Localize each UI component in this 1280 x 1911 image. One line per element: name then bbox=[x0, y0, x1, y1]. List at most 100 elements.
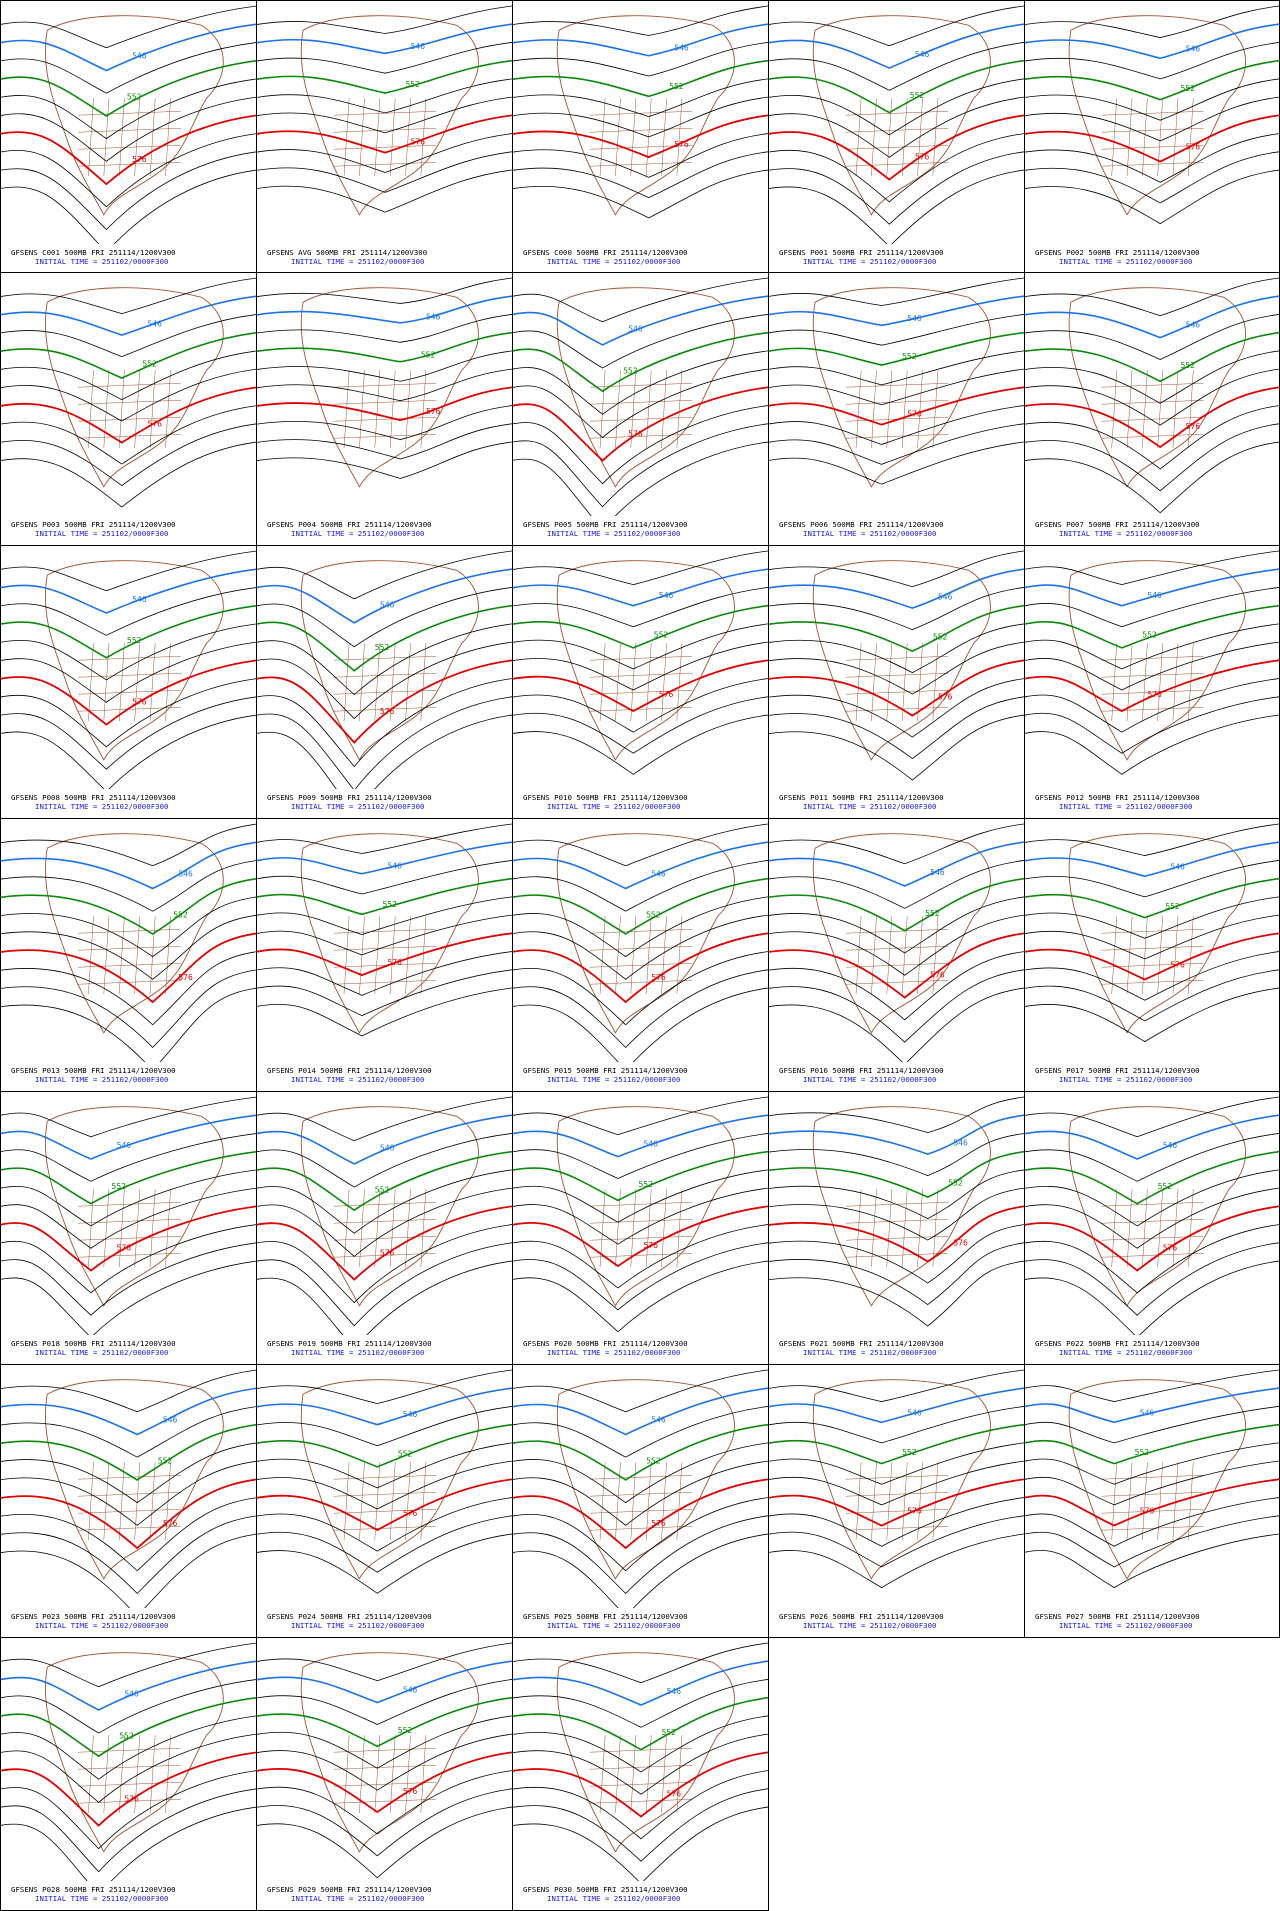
height-contour bbox=[1, 1533, 256, 1608]
border-line bbox=[333, 1508, 437, 1514]
panel-initial-time: INITIAL TIME = 251102/0000F300 bbox=[35, 1075, 169, 1084]
height-contour bbox=[1, 423, 256, 487]
panel-initial-time: INITIAL TIME = 251102/0000F300 bbox=[291, 1075, 425, 1084]
border-line bbox=[661, 370, 667, 448]
contour-label: 576 bbox=[178, 973, 193, 982]
height-contour bbox=[1025, 568, 1279, 607]
height-contour bbox=[1, 587, 256, 636]
height-contour bbox=[257, 896, 512, 935]
contour-label: 546 bbox=[132, 51, 147, 60]
border-line bbox=[1101, 979, 1204, 985]
panel-initial-time: INITIAL TIME = 251102/0000F300 bbox=[803, 257, 937, 266]
height-contour bbox=[1, 841, 256, 890]
height-contour bbox=[1025, 877, 1279, 919]
height-contour bbox=[513, 59, 768, 98]
height-contour bbox=[513, 151, 768, 199]
border-line bbox=[333, 1798, 437, 1804]
height-contour bbox=[257, 277, 512, 304]
height-contour bbox=[257, 823, 512, 854]
height-contour bbox=[257, 295, 512, 324]
border-line bbox=[118, 370, 125, 448]
height-contour bbox=[1025, 114, 1279, 163]
border-line bbox=[871, 370, 877, 448]
border-line bbox=[1101, 433, 1204, 439]
height-contour bbox=[257, 1478, 512, 1532]
height-contour bbox=[769, 696, 1024, 760]
border-line bbox=[88, 370, 94, 448]
border-line bbox=[630, 1735, 637, 1813]
border-line bbox=[359, 643, 365, 721]
border-line bbox=[118, 916, 125, 994]
contour-label: 552 bbox=[902, 352, 917, 361]
height-contour bbox=[1025, 314, 1279, 360]
height-contour bbox=[769, 1205, 1024, 1263]
border-line bbox=[1101, 689, 1204, 695]
height-contour-map: 546 552 576 bbox=[513, 823, 768, 1062]
height-contour bbox=[1025, 1387, 1279, 1424]
height-contour bbox=[513, 5, 768, 36]
border-line bbox=[845, 399, 949, 405]
height-contour-map: 546 552 576 bbox=[257, 277, 512, 488]
panel-caption: GFSENS P016 500MB FRI 251114/1200V300 bbox=[779, 1066, 944, 1075]
height-contour bbox=[769, 1260, 1024, 1327]
border-line bbox=[389, 370, 396, 448]
border-line bbox=[78, 1474, 181, 1480]
border-line bbox=[103, 1189, 110, 1267]
height-contour bbox=[769, 987, 1024, 1062]
height-contour bbox=[257, 151, 512, 193]
height-contour bbox=[1025, 1406, 1279, 1444]
height-contour bbox=[1025, 1423, 1279, 1465]
border-line bbox=[589, 127, 693, 133]
height-contour bbox=[1, 1660, 256, 1711]
contour-label: 552 bbox=[646, 911, 661, 920]
border-line bbox=[333, 1491, 437, 1497]
height-contour bbox=[1, 696, 256, 770]
coastline bbox=[1068, 1106, 1247, 1307]
border-line bbox=[1101, 399, 1204, 405]
border-line bbox=[589, 928, 693, 934]
contour-label: 552 bbox=[127, 636, 142, 645]
ensemble-member-panel: 546 552 576 GFSENS P008 500MB FRI 251114/12… bbox=[0, 546, 257, 819]
border-line bbox=[88, 98, 94, 176]
border-line bbox=[374, 1189, 381, 1267]
height-contour bbox=[1025, 59, 1279, 101]
height-contour bbox=[257, 1660, 512, 1704]
height-contour-map: 546 552 576 bbox=[257, 1096, 512, 1335]
border-line bbox=[343, 1189, 350, 1267]
border-line bbox=[645, 370, 652, 448]
height-contour bbox=[1025, 169, 1279, 225]
contour-label: 576 bbox=[1163, 1243, 1178, 1252]
height-contour-map: 546 552 576 bbox=[1, 1642, 256, 1881]
height-contour bbox=[1, 1205, 256, 1272]
height-contour bbox=[257, 932, 512, 977]
height-contour bbox=[513, 1460, 768, 1526]
height-contour bbox=[1, 641, 256, 703]
border-line bbox=[149, 370, 156, 448]
height-contour bbox=[257, 987, 512, 1037]
height-contour bbox=[769, 1169, 1024, 1220]
height-contour-map: 546 552 576 bbox=[1025, 550, 1279, 775]
border-line bbox=[599, 370, 606, 448]
border-line bbox=[405, 1462, 411, 1540]
border-line bbox=[589, 416, 693, 422]
height-contour bbox=[769, 1096, 1024, 1134]
contour-label: 552 bbox=[112, 1182, 127, 1191]
height-contour bbox=[1025, 1133, 1279, 1182]
height-contour bbox=[1, 951, 256, 1026]
contour-label: 546 bbox=[147, 319, 162, 328]
coastline bbox=[1068, 15, 1247, 216]
ensemble-member-panel: 546 552 576 GFSENS C000 500MB FRI 251114/12… bbox=[513, 0, 769, 273]
height-contour-map: 546 552 576 bbox=[1025, 823, 1279, 1043]
border-line bbox=[589, 945, 693, 951]
height-contour bbox=[257, 1515, 512, 1573]
border-line bbox=[845, 979, 949, 985]
height-contour bbox=[1, 1806, 256, 1881]
contour-label: 546 bbox=[132, 595, 147, 604]
height-contour bbox=[769, 350, 1024, 386]
border-line bbox=[599, 98, 606, 176]
coastline bbox=[44, 1652, 224, 1853]
height-contour bbox=[257, 641, 512, 720]
border-line bbox=[78, 689, 181, 695]
border-line bbox=[343, 370, 350, 448]
height-contour-map: 546 552 576 bbox=[1025, 277, 1279, 514]
